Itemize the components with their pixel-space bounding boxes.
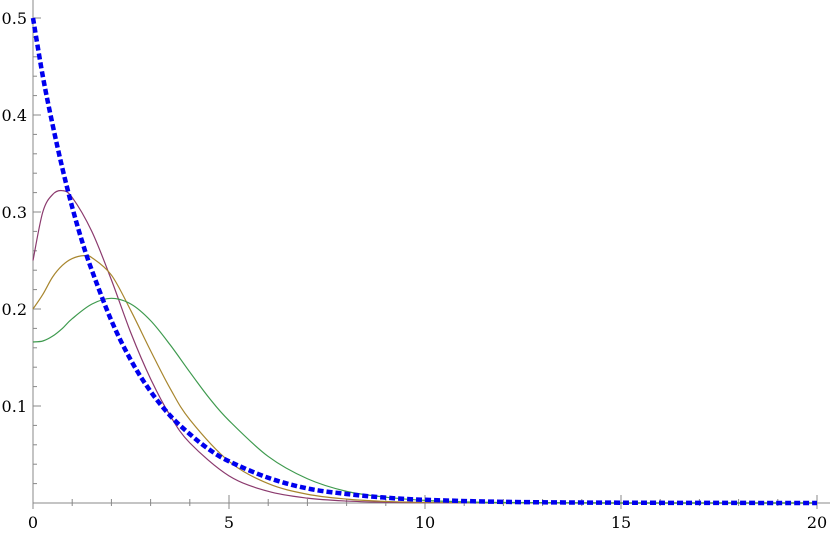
y-tick-label: 0.4 [2,106,27,125]
series-line-4 [30,17,818,506]
x-tick-label: 20 [807,513,827,532]
x-tick-label: 10 [415,513,435,532]
x-tick-label: 0 [28,513,38,532]
axes [32,0,830,509]
series-line-1 [32,189,818,504]
y-tick-label: 0.3 [2,203,27,222]
series-line-3 [32,297,818,504]
y-tick-label: 0.2 [2,300,27,319]
x-tick-label: 5 [224,513,234,532]
y-tick-label: 0.5 [2,9,27,28]
x-tick-label: 15 [611,513,631,532]
tick-labels: 0 5 10 15 20 0.1 0.2 0.3 0.4 0.5 [2,9,828,532]
y-tick-label: 0.1 [2,397,27,416]
series-layer [30,17,818,506]
